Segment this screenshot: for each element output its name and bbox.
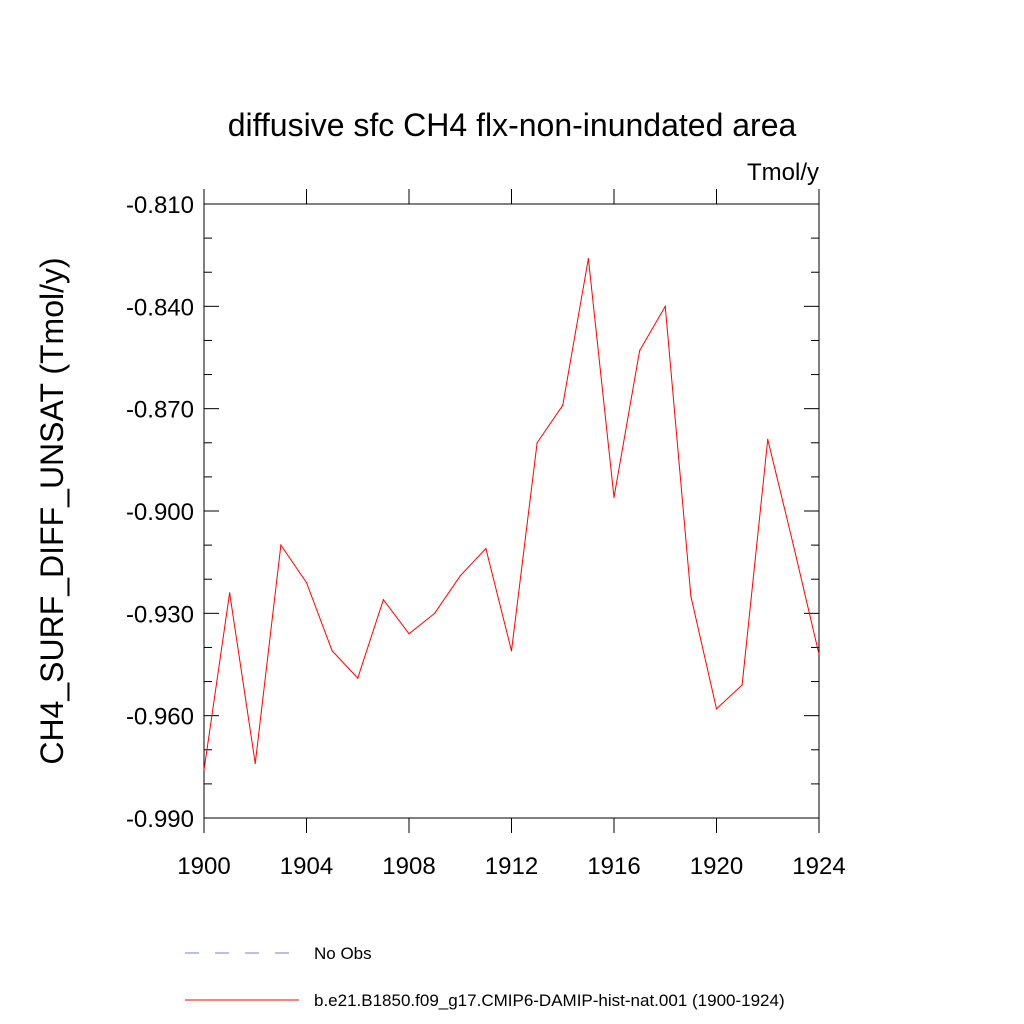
legend-label-model-run: b.e21.B1850.f09_g17.CMIP6-DAMIP-hist-nat… <box>314 991 785 1010</box>
series-line-0 <box>203 258 820 771</box>
y-tick-label: -0.960 <box>126 704 194 731</box>
data-point <box>587 257 589 260</box>
data-point <box>485 547 487 550</box>
x-tick-label: 1912 <box>485 853 538 880</box>
data-point <box>613 496 615 498</box>
data-point <box>510 650 513 652</box>
x-tick-label: 1920 <box>690 853 743 880</box>
y-tick-label: -0.930 <box>126 601 194 628</box>
y-tick-label: -0.900 <box>126 499 194 526</box>
data-point <box>331 650 333 652</box>
data-point <box>715 708 718 710</box>
plot-frame <box>203 203 820 819</box>
data-point <box>562 404 564 406</box>
data-point <box>280 544 282 546</box>
data-point <box>382 599 384 601</box>
x-tick-label: 1924 <box>792 853 845 880</box>
y-axis-label: CH4_SURF_DIFF_UNSAT (Tmol/y) <box>34 257 70 764</box>
data-point <box>818 653 820 655</box>
y-tick-label: -0.810 <box>126 192 194 219</box>
y-tick-label: -0.840 <box>126 294 194 321</box>
x-tick-label: 1900 <box>177 853 230 880</box>
data-point <box>229 592 231 594</box>
x-tick-label: 1908 <box>382 853 435 880</box>
data-point <box>690 595 692 597</box>
data-point <box>305 582 308 584</box>
x-axis-ticks: 1900 1904 1908 1912 1916 1920 1924 <box>177 189 846 880</box>
data-point <box>459 575 461 577</box>
data-point <box>254 762 256 765</box>
data-point <box>639 350 641 352</box>
y-axis-ticks: -0.990 -0.960 -0.930 -0.900 -0.870 -0.840 -0.8… <box>126 192 819 833</box>
units-label: Tmol/y <box>747 159 819 186</box>
data-point <box>741 684 743 686</box>
legend: No Obs b.e21.B1850.f09_g17.CMIP6-DAMIP-h… <box>185 944 785 1010</box>
data-point <box>434 612 436 614</box>
data-point <box>408 633 410 635</box>
data-point <box>357 677 359 679</box>
data-point <box>536 442 538 444</box>
data-point <box>203 769 205 771</box>
legend-label-no-obs: No Obs <box>314 944 372 963</box>
y-tick-label: -0.990 <box>126 806 194 833</box>
series-layer <box>203 257 820 771</box>
x-tick-label: 1916 <box>587 853 640 880</box>
data-point <box>767 438 769 440</box>
chart-title: diffusive sfc CH4 flx-non-inundated area <box>228 107 797 143</box>
x-tick-label: 1904 <box>280 853 333 880</box>
y-tick-label: -0.870 <box>126 397 194 424</box>
data-point <box>664 305 666 307</box>
data-point <box>792 544 794 546</box>
